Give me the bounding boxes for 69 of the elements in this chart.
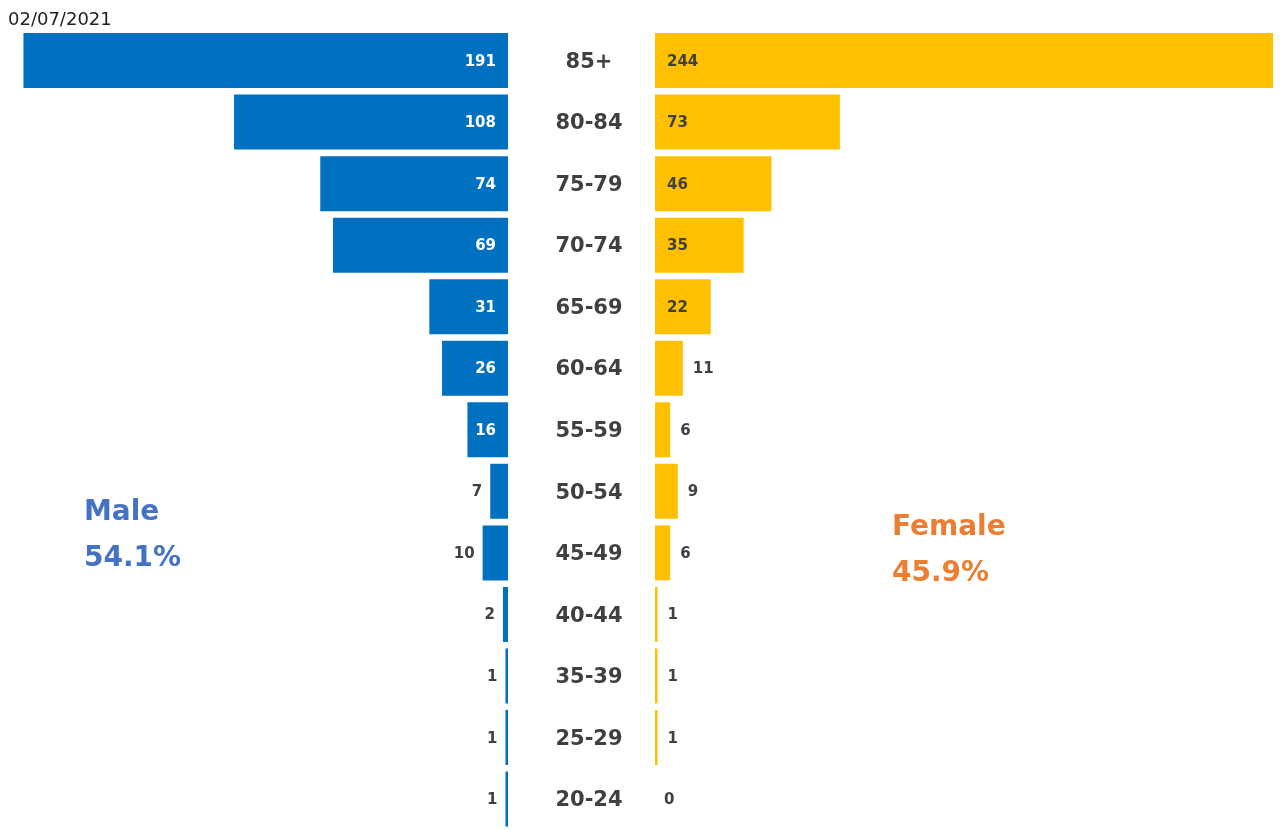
data-label: 22 — [667, 297, 688, 316]
bar — [655, 525, 671, 581]
data-label: 46 — [667, 174, 688, 193]
data-label: 1 — [667, 605, 678, 624]
bar — [505, 648, 508, 704]
data-label: 11 — [692, 359, 714, 378]
data-label: 1 — [487, 728, 498, 747]
data-label: 0 — [664, 789, 675, 810]
annotation: 54.1% — [84, 539, 182, 575]
bar — [655, 340, 683, 396]
bar — [429, 279, 508, 335]
y-tick-label: 50-54 — [555, 479, 623, 504]
data-label: 31 — [475, 297, 496, 316]
data-label: 108 — [464, 113, 496, 132]
bar — [234, 94, 508, 150]
y-tick-label: 85+ — [565, 48, 613, 73]
bar — [655, 402, 671, 458]
data-label: 73 — [667, 113, 688, 132]
bar — [490, 463, 508, 519]
data-label: 6 — [680, 420, 691, 439]
data-label: 9 — [687, 482, 699, 501]
bar — [502, 586, 508, 642]
y-tick-label: 80-84 — [555, 110, 623, 135]
y-tick-label: 75-79 — [555, 171, 623, 196]
text: Female — [892, 508, 1006, 544]
bar — [655, 217, 744, 273]
data-label: 26 — [475, 359, 496, 378]
bar — [655, 279, 711, 335]
y-tick-label: 35-39 — [555, 664, 623, 689]
bar — [655, 94, 840, 150]
data-label: 1 — [667, 728, 678, 747]
annotation: 45.9% — [892, 554, 991, 590]
data-label: 1 — [667, 666, 678, 685]
data-label: 16 — [475, 420, 496, 439]
data-label: 2 — [484, 605, 495, 624]
bar — [655, 463, 678, 519]
bar — [505, 710, 508, 765]
bar — [655, 33, 1273, 89]
data-label: 74 — [475, 174, 496, 193]
data-label: 1 — [487, 790, 498, 809]
text: Male — [84, 493, 161, 529]
bar — [442, 340, 508, 396]
y-tick-label: 25-29 — [555, 725, 623, 750]
bar — [482, 525, 508, 581]
bar — [467, 402, 508, 458]
data-label: 10 — [453, 543, 475, 562]
y-tick-label: 20-24 — [555, 787, 623, 812]
bar — [320, 156, 508, 212]
data-label: 1 — [487, 666, 498, 685]
bar — [655, 156, 772, 212]
bar — [505, 771, 508, 827]
data-label: 69 — [475, 236, 496, 255]
y-tick-label: 70-74 — [555, 233, 623, 258]
data-label: 191 — [464, 51, 496, 70]
data-label: 244 — [667, 51, 699, 70]
bar — [332, 217, 508, 273]
y-tick-label: 55-59 — [555, 418, 623, 442]
data-label: 35 — [667, 236, 688, 255]
bar — [23, 33, 508, 89]
y-tick-label: 60-64 — [555, 356, 623, 381]
y-tick-label: 40-44 — [555, 602, 623, 627]
bar — [655, 710, 658, 765]
y-tick-label: 45-49 — [555, 541, 623, 566]
bar — [655, 648, 658, 704]
data-label: 7 — [471, 482, 483, 501]
chart-title: 02/07/2021 — [8, 8, 113, 30]
data-label: 6 — [680, 543, 691, 562]
y-tick-label: 65-69 — [555, 294, 623, 319]
bar — [655, 586, 658, 642]
